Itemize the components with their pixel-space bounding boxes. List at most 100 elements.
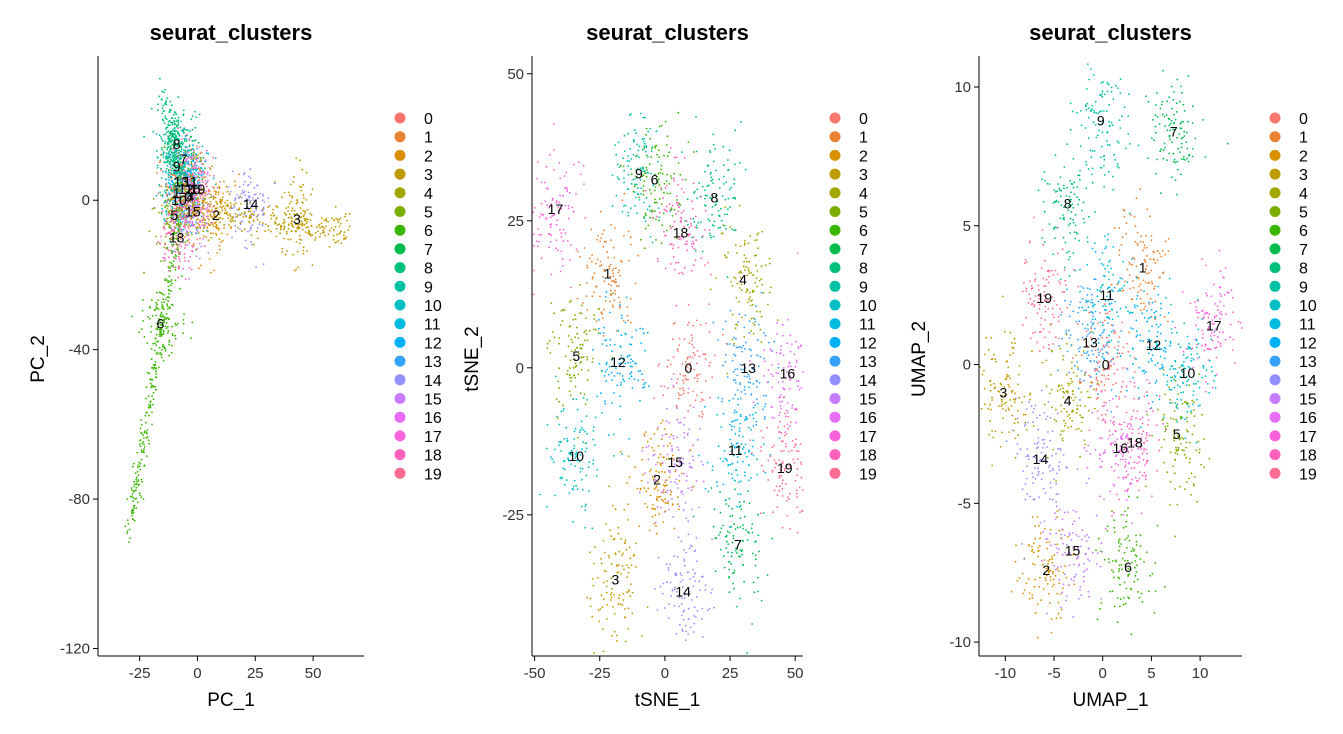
point xyxy=(641,446,644,449)
point xyxy=(612,272,614,275)
point xyxy=(668,421,670,424)
point xyxy=(695,394,698,397)
point xyxy=(676,348,679,350)
point xyxy=(293,269,296,272)
point xyxy=(162,170,165,173)
point xyxy=(749,304,752,307)
point xyxy=(167,325,169,328)
point xyxy=(192,154,194,157)
point xyxy=(217,227,220,230)
legend-label: 13 xyxy=(424,354,442,371)
point xyxy=(134,498,136,500)
point xyxy=(675,156,678,159)
point xyxy=(730,425,733,427)
point xyxy=(700,221,702,223)
point xyxy=(302,209,305,212)
point xyxy=(163,122,166,125)
legend-swatch xyxy=(394,336,406,348)
point xyxy=(572,318,575,321)
point xyxy=(135,507,138,510)
point xyxy=(761,283,764,286)
point xyxy=(656,215,658,218)
point xyxy=(705,322,707,325)
point xyxy=(331,217,334,220)
point xyxy=(532,233,535,236)
point xyxy=(538,216,541,219)
point xyxy=(631,386,634,389)
point xyxy=(313,239,316,241)
point xyxy=(747,242,750,245)
point xyxy=(593,652,595,655)
point xyxy=(700,391,703,394)
point xyxy=(691,245,694,248)
point xyxy=(620,314,623,317)
point xyxy=(680,188,683,190)
point xyxy=(170,249,173,252)
point xyxy=(683,558,685,560)
point xyxy=(721,232,724,235)
point xyxy=(728,399,731,402)
point xyxy=(169,163,172,166)
legend-label: 3 xyxy=(424,167,433,184)
point xyxy=(602,335,605,337)
point xyxy=(166,305,169,307)
point xyxy=(159,159,162,162)
point xyxy=(681,472,683,475)
point xyxy=(696,188,698,191)
point xyxy=(718,214,720,217)
point xyxy=(629,557,632,560)
point xyxy=(289,238,292,241)
point xyxy=(621,199,624,202)
point xyxy=(212,232,215,235)
point xyxy=(742,524,744,526)
point xyxy=(191,220,194,223)
point xyxy=(347,229,350,232)
point xyxy=(750,349,752,352)
point xyxy=(579,471,582,473)
point xyxy=(743,500,745,503)
point xyxy=(780,345,783,347)
point xyxy=(687,141,690,144)
point xyxy=(732,370,735,373)
point xyxy=(591,361,594,363)
point xyxy=(304,211,307,214)
point xyxy=(692,324,694,327)
point xyxy=(169,269,172,272)
point xyxy=(731,313,734,316)
point xyxy=(738,313,741,315)
point xyxy=(591,295,594,298)
point xyxy=(680,221,683,223)
point xyxy=(669,471,671,474)
point xyxy=(801,489,804,491)
point xyxy=(176,246,179,249)
point xyxy=(168,226,171,229)
point xyxy=(740,508,743,511)
point xyxy=(628,589,630,591)
point xyxy=(163,161,166,164)
point xyxy=(624,616,627,619)
point xyxy=(617,141,620,144)
point xyxy=(164,185,167,188)
point xyxy=(736,252,738,254)
point xyxy=(180,153,183,156)
point xyxy=(242,183,245,186)
point xyxy=(174,334,177,337)
point xyxy=(624,321,627,324)
point xyxy=(693,190,696,193)
point xyxy=(583,183,585,186)
point xyxy=(594,328,597,331)
point xyxy=(797,380,800,383)
point xyxy=(343,231,346,234)
point xyxy=(687,303,690,306)
point xyxy=(584,509,587,511)
point xyxy=(600,237,603,240)
point xyxy=(758,279,761,282)
point xyxy=(558,423,561,426)
point xyxy=(644,472,646,475)
point xyxy=(783,434,786,437)
point xyxy=(174,268,177,271)
point xyxy=(198,172,201,174)
point xyxy=(779,352,781,355)
point xyxy=(210,195,213,198)
point xyxy=(205,192,207,195)
